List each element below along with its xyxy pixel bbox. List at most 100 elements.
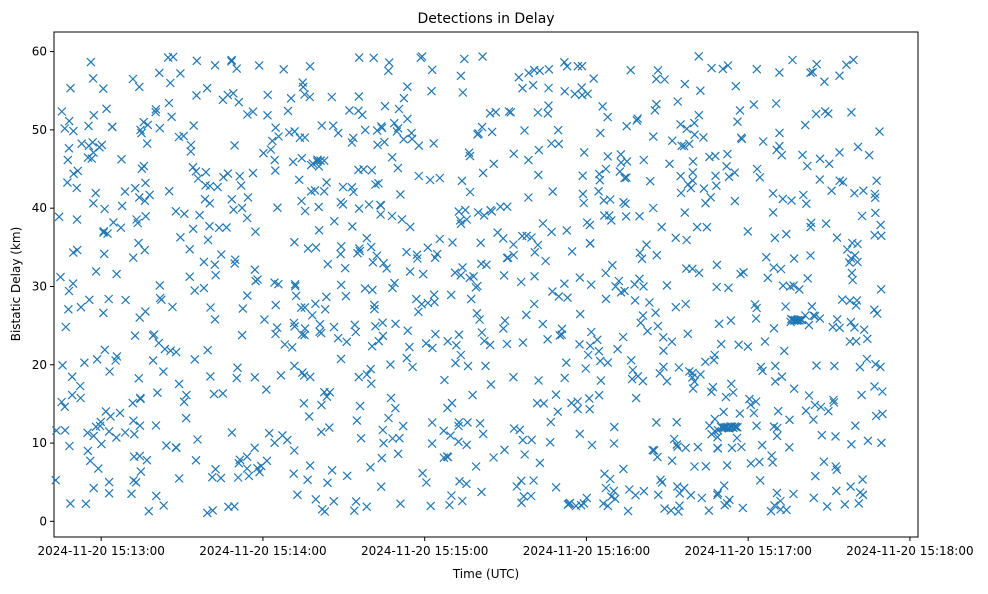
data-point — [411, 294, 421, 304]
data-point — [785, 415, 794, 425]
data-point — [811, 109, 821, 119]
data-point — [730, 196, 740, 206]
data-point — [379, 258, 389, 268]
data-point — [804, 391, 814, 400]
data-point — [635, 211, 644, 221]
data-point — [655, 368, 665, 378]
data-point — [305, 61, 315, 71]
data-point — [526, 491, 536, 501]
data-point — [83, 446, 93, 456]
data-point — [704, 506, 714, 516]
data-point — [443, 336, 453, 346]
data-point — [235, 171, 245, 181]
data-point — [651, 74, 661, 84]
x-tick-label: 2024-11-20 15:18:00 — [846, 544, 973, 558]
data-point — [435, 234, 445, 244]
data-point — [98, 308, 108, 318]
data-point — [707, 63, 717, 73]
data-point — [456, 350, 466, 360]
y-tick-label: 50 — [32, 123, 47, 137]
data-point — [374, 336, 384, 346]
data-point — [798, 150, 807, 160]
data-point — [710, 414, 720, 424]
data-point — [397, 214, 407, 224]
data-point — [454, 207, 464, 217]
data-point — [274, 132, 284, 141]
data-point — [679, 141, 689, 151]
data-point — [243, 192, 253, 202]
data-point — [712, 282, 722, 292]
data-point — [644, 298, 654, 307]
data-point — [393, 163, 403, 173]
data-point — [757, 440, 767, 450]
data-point — [235, 455, 245, 465]
data-point — [402, 114, 412, 124]
data-point — [642, 240, 651, 250]
data-point — [847, 268, 857, 278]
data-point — [518, 83, 527, 93]
data-point — [601, 164, 611, 174]
data-point — [369, 304, 379, 314]
data-point — [636, 318, 646, 328]
data-point — [649, 445, 659, 455]
data-point — [289, 469, 299, 479]
data-point — [91, 266, 101, 276]
data-point — [601, 483, 611, 493]
data-point — [322, 177, 332, 187]
data-point — [479, 336, 489, 346]
data-point — [456, 270, 466, 280]
data-point — [585, 341, 595, 351]
data-point — [134, 373, 144, 383]
data-point — [481, 361, 490, 371]
data-point — [237, 203, 247, 213]
data-point — [853, 239, 863, 249]
data-point — [796, 315, 806, 325]
data-point — [576, 500, 586, 510]
data-point — [456, 219, 466, 229]
data-point — [151, 491, 161, 501]
data-point — [842, 245, 852, 254]
data-point — [181, 413, 191, 423]
data-point — [426, 501, 436, 511]
data-point — [280, 340, 290, 349]
data-point — [603, 151, 613, 161]
data-point — [316, 328, 326, 338]
data-point — [832, 465, 842, 475]
data-point — [815, 314, 825, 324]
data-point — [263, 110, 272, 120]
data-point — [478, 168, 488, 178]
data-point — [607, 260, 617, 270]
data-point — [548, 187, 558, 197]
data-point — [164, 186, 174, 196]
data-point — [210, 314, 220, 324]
data-point — [870, 381, 879, 391]
data-point — [369, 53, 379, 63]
data-point — [831, 462, 841, 471]
data-point — [355, 401, 365, 411]
data-point — [699, 184, 709, 194]
data-point — [376, 482, 386, 492]
data-point — [164, 98, 174, 108]
data-point — [351, 496, 361, 506]
data-point — [115, 408, 125, 418]
data-point — [520, 126, 529, 135]
data-point — [633, 114, 643, 124]
data-point — [297, 330, 307, 339]
data-point — [229, 501, 239, 511]
data-point — [651, 99, 661, 109]
data-point — [300, 206, 310, 216]
data-point — [223, 90, 233, 100]
data-point — [371, 180, 380, 189]
data-point — [116, 223, 126, 233]
data-point — [495, 202, 505, 212]
data-point — [878, 409, 887, 419]
data-point — [845, 296, 855, 306]
data-point — [475, 418, 485, 428]
data-point — [263, 90, 273, 100]
data-point — [191, 455, 201, 465]
data-point — [573, 397, 583, 406]
data-point — [230, 255, 240, 265]
data-point — [502, 253, 512, 263]
data-point — [296, 303, 306, 313]
data-point — [746, 458, 756, 468]
